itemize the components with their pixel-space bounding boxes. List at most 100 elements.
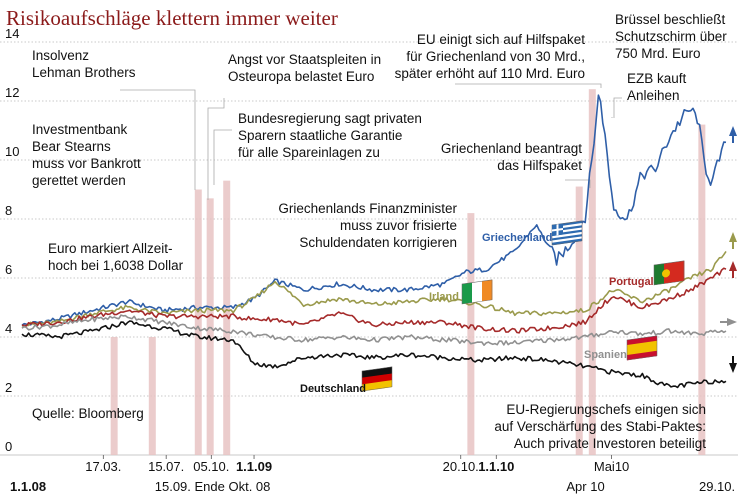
event-band <box>588 89 596 455</box>
flag-icon-portugal <box>653 260 685 286</box>
series-line-deutschland <box>21 320 727 389</box>
series-label-spanien: Spanien <box>584 349 627 361</box>
x-tick-label: 15.07. <box>148 459 184 474</box>
series-lines <box>21 94 737 389</box>
x-tick-label: Apr 10 <box>566 479 604 494</box>
event-band <box>206 198 214 455</box>
flag-border <box>626 335 658 361</box>
event-band <box>698 124 706 455</box>
series-line-portugal <box>21 267 727 334</box>
x-tick-label: 29.10. <box>699 479 735 494</box>
flag-icon-greece <box>551 220 583 246</box>
flags <box>361 220 685 392</box>
annotation: Brüssel beschließt Schutzschirm über 750 M… <box>615 12 727 61</box>
y-tick-label: 0 <box>5 439 12 454</box>
annotation: Griechenland beantragt das Hilfspaket <box>441 141 582 173</box>
flag-stripe <box>482 279 493 302</box>
flag-border <box>461 279 493 305</box>
annotation-line: EU-Regierungschefs einigen sich <box>506 402 706 417</box>
x-tick-label: 20.10. <box>443 459 479 474</box>
x-tick-label: Mai10 <box>594 459 629 474</box>
annotation: Euro markiert Allzeit-hoch bei 1,6038 Do… <box>48 241 184 273</box>
leader-line <box>455 83 602 88</box>
annotation: Angst vor Staatspleiten in Osteuropa bela… <box>228 52 381 84</box>
annotation-line: auf Verschärfung des Stabi-Paktes: <box>494 419 706 434</box>
x-axis: 17.03. 15.07. 05.10. 1.1.09 20.10. 1.1.10 Mai1… <box>10 455 735 494</box>
annotation-line: EZB kauft <box>627 71 687 86</box>
y-tick-label: 4 <box>5 321 12 336</box>
x-tick-label: 15.09. Ende Okt. 08 <box>155 479 271 494</box>
x-tick-label: 1.1.10 <box>478 459 514 474</box>
series-label-irland: Irland <box>429 291 459 303</box>
annotation-line: Euro markiert Allzeit- <box>48 241 173 256</box>
series-label-griechenland: Griechenland <box>482 232 552 244</box>
annotation: Investmentbank Bear Stearns muss vor Bankr… <box>32 122 141 188</box>
series-label-portugal: Portugal <box>609 276 654 288</box>
flag-stripe <box>462 282 473 304</box>
annotation-line: hoch bei 1,6038 Dollar <box>48 258 184 273</box>
annotation-line: Griechenland beantragt <box>441 141 582 156</box>
annotation-line: EU einigt sich auf Hilfspaket <box>417 32 585 47</box>
y-tick-label: 12 <box>5 85 19 100</box>
chart-title: Risikoaufschläge klettern immer weiter <box>6 6 338 30</box>
y-tick-label: 8 <box>5 203 12 218</box>
flag-icon-ireland <box>461 279 493 305</box>
annotation-line: Bundesregierung sagt privaten <box>238 111 422 126</box>
flag-stripe <box>472 281 483 303</box>
flag-stripe <box>362 380 392 392</box>
event-bands <box>110 89 706 456</box>
event-band <box>467 213 475 455</box>
annotation-line: muss zuvor frisierte <box>340 218 457 233</box>
annotation-line: Schutzschirm über <box>615 29 727 44</box>
flag-stripe <box>552 236 582 244</box>
flag-stripe <box>654 263 665 285</box>
annotation: EU-Regierungschefs einigen sich auf Versc… <box>494 402 706 451</box>
y-axis: 0 2 4 6 8 10 12 14 <box>5 26 19 454</box>
y-tick-label: 10 <box>5 144 19 159</box>
leader-line <box>207 98 225 200</box>
annotation: EZB kauft Anleihen <box>627 71 687 103</box>
annotation-line: später erhöht auf 110 Mrd. Euro <box>395 66 585 81</box>
annotation-line: Investmentbank <box>32 122 128 137</box>
end-arrow-griechenland <box>729 126 737 136</box>
y-tick-label: 2 <box>5 380 12 395</box>
flag-cross <box>552 227 563 232</box>
event-band <box>110 337 118 455</box>
end-arrow-portugal <box>729 261 737 271</box>
event-band <box>148 337 156 455</box>
flag-stripe <box>627 340 657 351</box>
annotation-line: gerettet werden <box>32 173 126 188</box>
annotation-line: für alle Spareinlagen zu <box>238 145 380 160</box>
annotation: Griechenlands Finanzminister muss zuvor f… <box>278 201 457 250</box>
flag-stripe <box>552 231 582 239</box>
annotation: EU einigt sich auf Hilfspaket für Grieche… <box>395 32 586 81</box>
flag-stripe <box>627 345 657 356</box>
flag-stripe <box>552 238 582 246</box>
annotation-line: Sparern staatliche Garantie <box>238 128 402 143</box>
annotation-line: Schuldendaten korrigieren <box>299 235 457 250</box>
flag-emblem <box>662 269 670 278</box>
series-line-spanien <box>21 314 727 346</box>
flag-stripe <box>627 335 657 346</box>
x-tick-label: 1.1.08 <box>10 479 46 494</box>
annotation-line: das Hilfspaket <box>497 158 582 173</box>
flag-border <box>361 366 393 392</box>
annotation-line: für Griechenland von 30 Mrd., <box>406 49 585 64</box>
annotation-line: Osteuropa belastet Euro <box>228 69 374 84</box>
annotation-leaders <box>120 83 622 200</box>
flag-stripe <box>627 350 657 361</box>
x-tick-label: 1.1.09 <box>236 459 272 474</box>
end-arrow-irland <box>729 232 737 242</box>
annotation-line: Insolvenz <box>32 48 89 63</box>
source-label: Quelle: Bloomberg <box>32 406 144 421</box>
flag-icon-germany <box>361 366 393 392</box>
annotation-line: Bear Stearns <box>32 139 111 154</box>
end-arrow-spanien <box>727 318 737 326</box>
series-label-deutschland: Deutschland <box>300 383 366 395</box>
y-tick-label: 6 <box>5 262 12 277</box>
annotation-line: Auch private Investoren beteiligt <box>514 436 706 451</box>
annotation: Insolvenz Lehman Brothers <box>32 48 136 80</box>
annotation-line: Griechenlands Finanzminister <box>278 201 457 216</box>
annotation-line: Brüssel beschließt <box>615 12 726 27</box>
